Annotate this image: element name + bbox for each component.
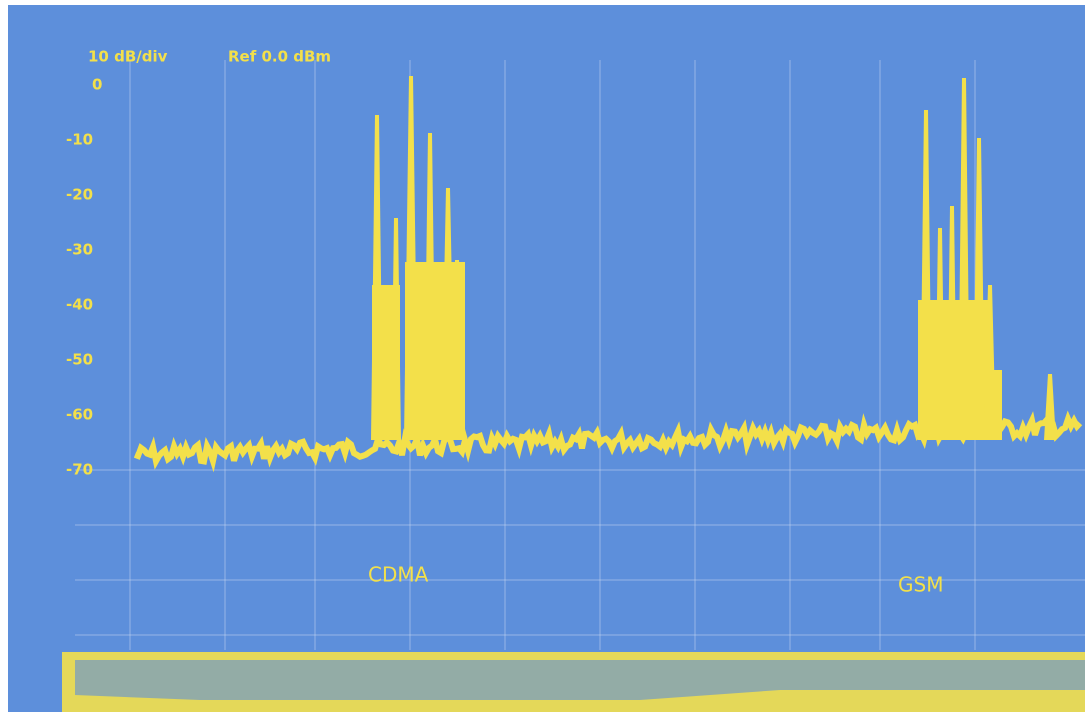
y-label: -20: [66, 186, 93, 204]
scale-text: 10 dB/div: [88, 48, 168, 66]
screen-background: [8, 5, 1085, 712]
y-label: -60: [66, 406, 93, 424]
signal-spike: [947, 206, 957, 440]
signal-spike: [920, 110, 932, 440]
y-label: -50: [66, 351, 93, 369]
y-label: 0: [92, 76, 102, 94]
signal-spike: [1044, 374, 1056, 440]
signal-spike: [984, 285, 996, 440]
signal-spike: [391, 218, 401, 440]
status-bar-shade: [75, 660, 1085, 700]
signal-spike: [424, 133, 436, 440]
signal-spike: [958, 78, 970, 440]
reference-text: Ref 0.0 dBm: [228, 48, 331, 66]
signal-spike: [973, 138, 985, 440]
spectrum-trace: [133, 76, 1083, 473]
signal-spike: [935, 228, 945, 440]
y-label: -10: [66, 131, 93, 149]
signal-spike: [451, 260, 463, 440]
y-label: -30: [66, 241, 93, 259]
y-label: -40: [66, 296, 93, 314]
signal-spike: [441, 188, 455, 440]
y-labels: 0 -10 -20 -30 -40 -50 -60 -70: [66, 76, 102, 479]
cdma-label: CDMA: [368, 563, 429, 587]
signal-spike: [371, 115, 383, 440]
signal-spike: [404, 76, 418, 440]
gsm-label: GSM: [898, 573, 943, 597]
y-label: -70: [66, 461, 93, 479]
